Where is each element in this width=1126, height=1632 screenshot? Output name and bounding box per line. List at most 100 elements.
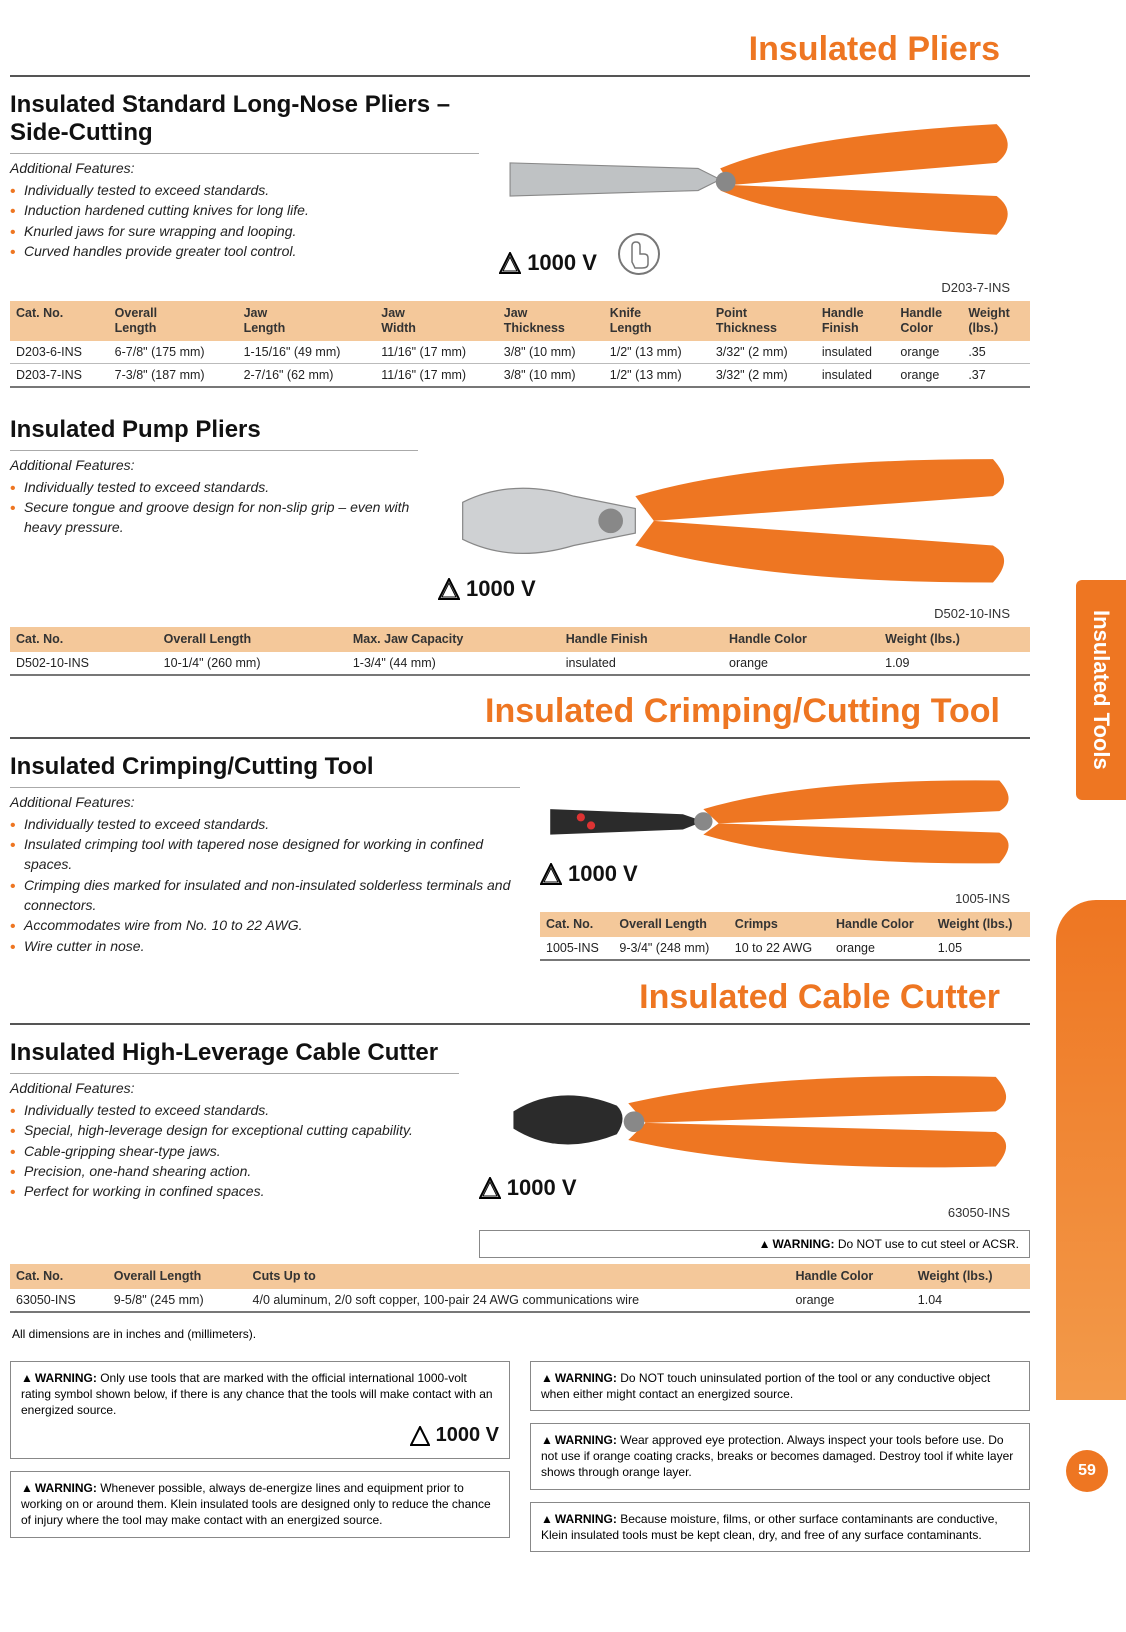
cell: 11/16" (17 mm) — [375, 363, 497, 387]
cell: orange — [894, 363, 962, 387]
cell: 4/0 aluminum, 2/0 soft copper, 100-pair … — [247, 1289, 790, 1312]
cell: orange — [789, 1289, 911, 1312]
cell: .37 — [962, 363, 1030, 387]
cell: 1.04 — [912, 1289, 1030, 1312]
cell: 3/8" (10 mm) — [498, 341, 604, 364]
warning-box: ▲WARNING: Wear approved eye protection. … — [530, 1423, 1030, 1490]
cell: orange — [723, 652, 879, 675]
spec-table-1: Cat. No.OverallLengthJawLengthJawWidthJa… — [10, 301, 1030, 388]
col-header: KnifeLength — [604, 301, 710, 341]
sidebar: Insulated Tools 59 — [1038, 0, 1126, 1632]
feature-item: Secure tongue and groove design for non-… — [10, 497, 418, 538]
cell: 1005-INS — [540, 937, 613, 960]
cell: orange — [894, 341, 962, 364]
cell: 10-1/4" (260 mm) — [158, 652, 347, 675]
product-label: D502-10-INS — [438, 606, 1030, 621]
feature-item: Insulated crimping tool with tapered nos… — [10, 834, 520, 875]
features-label: Additional Features: — [10, 1080, 459, 1096]
col-header: HandleColor — [894, 301, 962, 341]
col-header: Weight (lbs.) — [912, 1264, 1030, 1289]
warning-box: ▲WARNING: Whenever possible, always de-e… — [10, 1471, 510, 1538]
feature-item: Accommodates wire from No. 10 to 22 AWG. — [10, 915, 520, 935]
feature-item: Cable-gripping shear-type jaws. — [10, 1141, 459, 1161]
col-header: OverallLength — [109, 301, 238, 341]
product-label: D203-7-INS — [499, 280, 1030, 295]
features-label: Additional Features: — [10, 160, 479, 176]
feature-item: Special, high-leverage design for except… — [10, 1120, 459, 1140]
col-header: Crimps — [729, 912, 830, 937]
longnose-pliers-image — [499, 91, 1030, 257]
cell: 11/16" (17 mm) — [375, 341, 497, 364]
col-header: Handle Color — [830, 912, 932, 937]
col-header: Max. Jaw Capacity — [347, 627, 560, 652]
col-header: HandleFinish — [816, 301, 895, 341]
feature-item: Individually tested to exceed standards. — [10, 814, 520, 834]
col-header: Overall Length — [108, 1264, 247, 1289]
cell: 2-7/16" (62 mm) — [238, 363, 376, 387]
cell: 1-3/4" (44 mm) — [347, 652, 560, 675]
volt-badge: 1000 V — [540, 861, 638, 887]
cell: orange — [830, 937, 932, 960]
col-header: Overall Length — [158, 627, 347, 652]
cell: insulated — [560, 652, 723, 675]
feature-item: Individually tested to exceed standards. — [10, 1100, 459, 1120]
feature-item: Knurled jaws for sure wrapping and loopi… — [10, 221, 479, 241]
cell: 9-3/4" (248 mm) — [613, 937, 728, 960]
cell: 10 to 22 AWG — [729, 937, 830, 960]
section-title: Insulated Standard Long-Nose Pliers – Si… — [10, 91, 479, 147]
product-label: 1005-INS — [540, 891, 1030, 906]
spec-table-4: Cat. No.Overall LengthCuts Up toHandle C… — [10, 1264, 1030, 1313]
feature-item: Precision, one-hand shearing action. — [10, 1161, 459, 1181]
cell: 1/2" (13 mm) — [604, 363, 710, 387]
hand-icon — [617, 232, 661, 276]
warning-box: ▲WARNING: Do NOT touch uninsulated porti… — [530, 1361, 1030, 1411]
volt-badge: 1000 V — [438, 576, 536, 602]
features-label: Additional Features: — [10, 457, 418, 473]
col-header: Weight(lbs.) — [962, 301, 1030, 341]
col-header: PointThickness — [710, 301, 816, 341]
section-title: Insulated Pump Pliers — [10, 416, 418, 444]
cell: 3/32" (2 mm) — [710, 363, 816, 387]
cell: 1-15/16" (49 mm) — [238, 341, 376, 364]
page-title-crimp: Insulated Crimping/Cutting Tool — [10, 692, 1030, 731]
page-number: 59 — [1066, 1450, 1108, 1492]
warning-box: ▲WARNING: Only use tools that are marked… — [10, 1361, 510, 1459]
cell: 1.09 — [879, 652, 1030, 675]
cell: 63050-INS — [10, 1289, 108, 1312]
feature-item: Perfect for working in confined spaces. — [10, 1181, 459, 1201]
col-header: Cat. No. — [10, 1264, 108, 1289]
feature-item: Crimping dies marked for insulated and n… — [10, 875, 520, 916]
col-header: Handle Color — [789, 1264, 911, 1289]
cell: 7-3/8" (187 mm) — [109, 363, 238, 387]
col-header: Cat. No. — [540, 912, 613, 937]
cell: 3/8" (10 mm) — [498, 363, 604, 387]
section-title: Insulated Crimping/Cutting Tool — [10, 753, 520, 781]
col-header: Overall Length — [613, 912, 728, 937]
cell: 6-7/8" (175 mm) — [109, 341, 238, 364]
section-title: Insulated High-Leverage Cable Cutter — [10, 1039, 459, 1067]
cell: insulated — [816, 341, 895, 364]
col-header: JawThickness — [498, 301, 604, 341]
page-title-pliers: Insulated Pliers — [10, 30, 1030, 69]
col-header: Cat. No. — [10, 627, 158, 652]
volt-badge: 1000 V — [499, 250, 597, 276]
feature-item: Individually tested to exceed standards. — [10, 180, 479, 200]
warning-box: ▲WARNING: Because moisture, films, or ot… — [530, 1502, 1030, 1552]
cell: .35 — [962, 341, 1030, 364]
warning-inline: ▲WARNING: Do NOT use to cut steel or ACS… — [479, 1230, 1030, 1258]
cell: 1/2" (13 mm) — [604, 341, 710, 364]
col-header: Weight (lbs.) — [932, 912, 1030, 937]
feature-item: Individually tested to exceed standards. — [10, 477, 418, 497]
feature-item: Induction hardened cutting knives for lo… — [10, 200, 479, 220]
spec-table-2: Cat. No.Overall LengthMax. Jaw CapacityH… — [10, 627, 1030, 676]
cell: 9-5/8" (245 mm) — [108, 1289, 247, 1312]
col-header: Handle Color — [723, 627, 879, 652]
col-header: Handle Finish — [560, 627, 723, 652]
cell: D502-10-INS — [10, 652, 158, 675]
features-label: Additional Features: — [10, 794, 520, 810]
col-header: Cat. No. — [10, 301, 109, 341]
col-header: JawLength — [238, 301, 376, 341]
cell: D203-6-INS — [10, 341, 109, 364]
col-header: JawWidth — [375, 301, 497, 341]
cell: 1.05 — [932, 937, 1030, 960]
